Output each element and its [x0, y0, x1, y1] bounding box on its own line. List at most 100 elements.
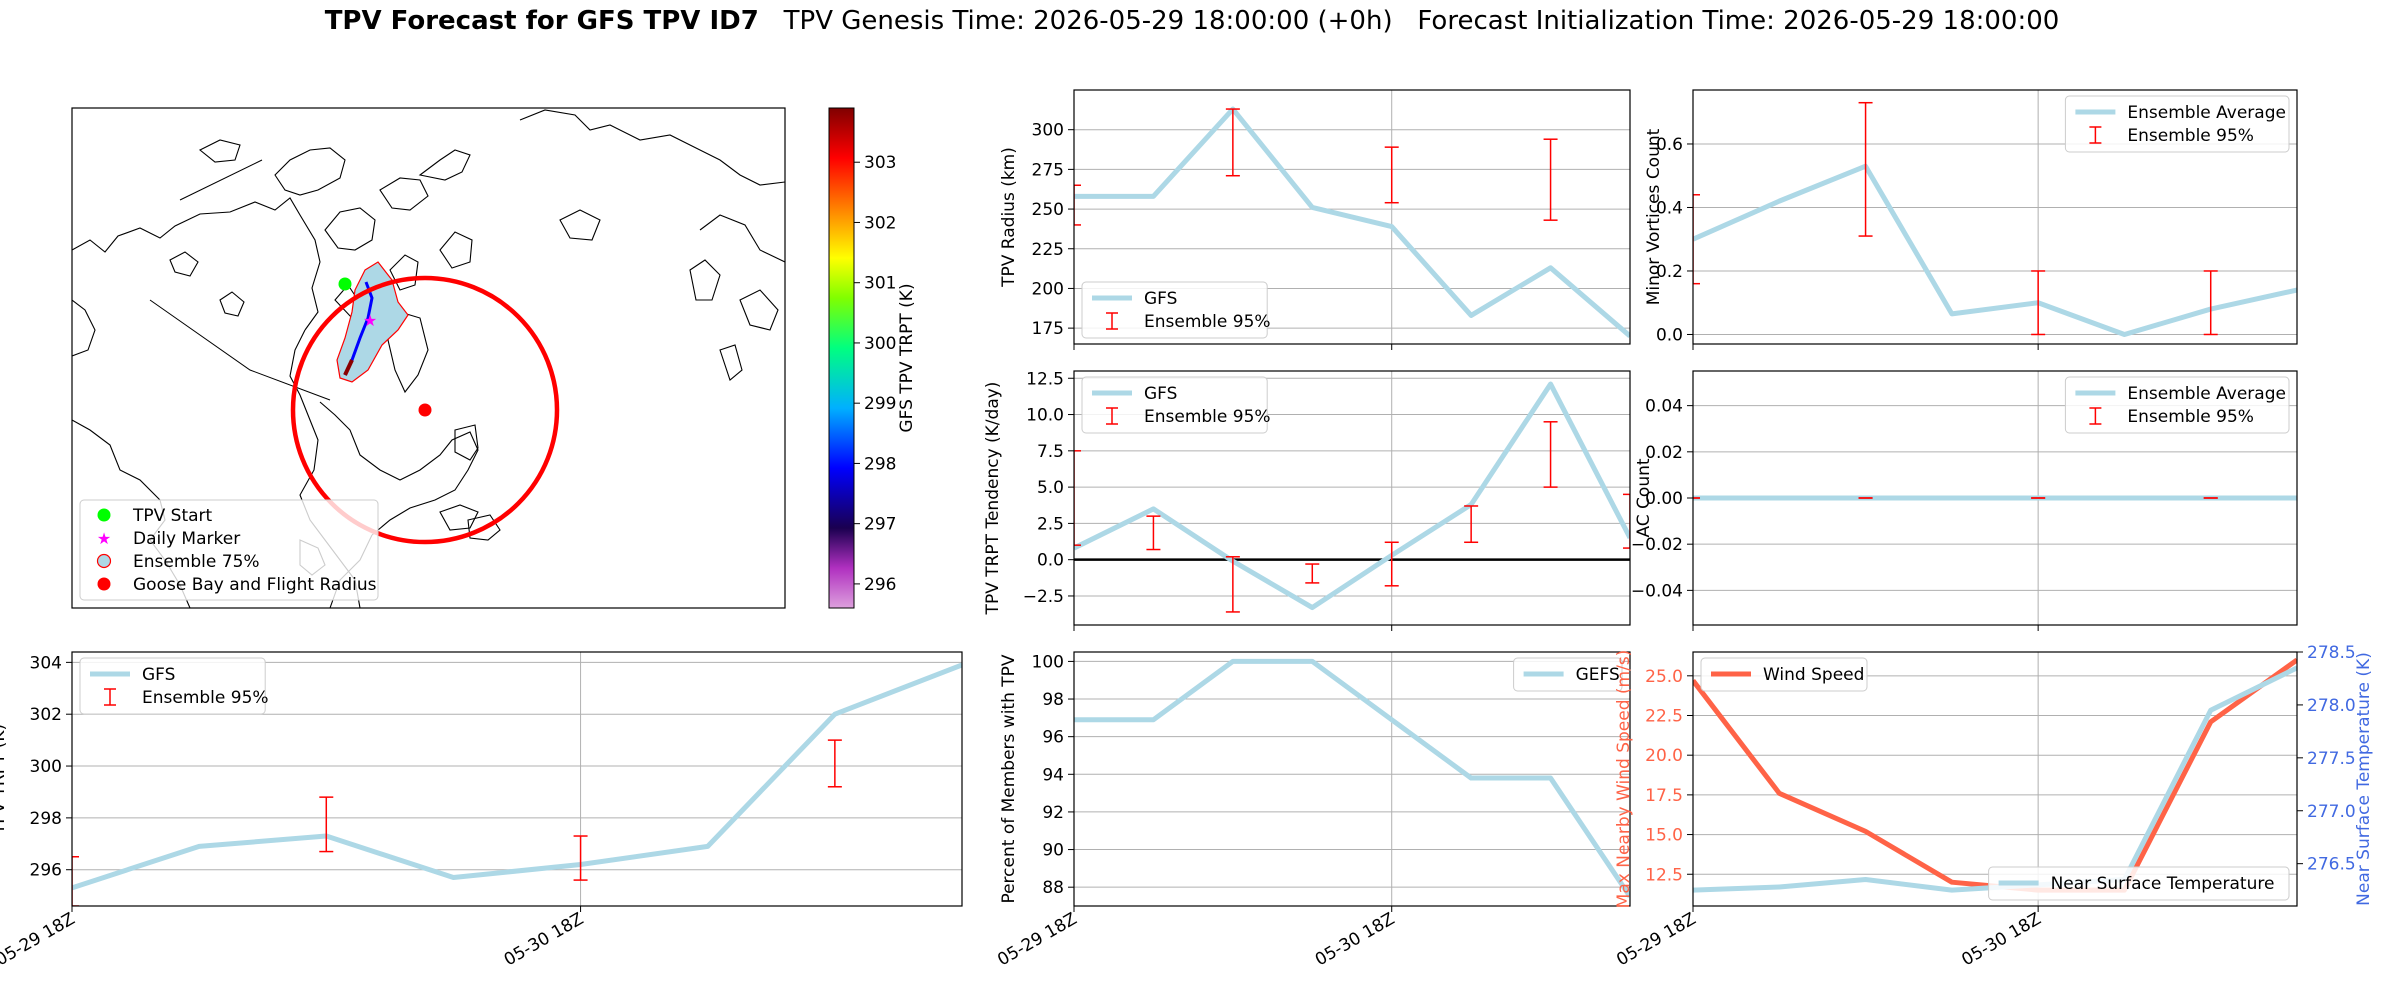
minor-ytick-label-1: 0.2 — [1656, 262, 1683, 282]
radius-legend-label-0: GFS — [1144, 289, 1177, 309]
genesis-time: TPV Genesis Time: 2026-05-29 18:00:00 (+… — [783, 6, 1393, 36]
wind_temp-series-1 — [1693, 665, 2297, 893]
wind_temp-ytick-label-0: 12.5 — [1645, 865, 1683, 885]
members-xtick-label-1: 05-30 18Z — [1312, 909, 1398, 970]
wind_temp-ytick-right-label-1: 277.0 — [2307, 802, 2356, 822]
members-legend-label-0: GEFS — [1576, 665, 1620, 685]
members-xtick-label-0: 05-29 18Z — [994, 909, 1080, 970]
wind_temp-ytick-right-label-2: 277.5 — [2307, 749, 2356, 769]
wind_temp-legend-b-label-0: Near Surface Temperature — [2051, 874, 2275, 894]
wind_temp-ytick-right-label-4: 278.5 — [2307, 643, 2356, 663]
coastline-17 — [72, 299, 96, 357]
wind_temp-ytick-label-4: 22.5 — [1645, 707, 1683, 727]
colorbar-label: GFS TPV TRPT (K) — [897, 283, 917, 432]
tendency-frame — [1073, 370, 1631, 626]
tendency-legend-label-0: GFS — [1144, 384, 1177, 404]
tendency-legend-label-1: Ensemble 95% — [1144, 407, 1271, 427]
tendency-ytick-label-1: 0.0 — [1037, 551, 1064, 571]
legend-goosebay-marker — [97, 577, 111, 591]
ac-ytick-label-3: 0.02 — [1645, 443, 1683, 463]
coastline-9 — [387, 311, 429, 394]
tendency-errorbar-3 — [1305, 563, 1320, 584]
coastline-12 — [418, 149, 471, 181]
minor-ylabel: Minor Vortices Count — [1644, 128, 1664, 305]
tendency-ytick-label-3: 5.0 — [1037, 478, 1064, 498]
coastline-23 — [719, 344, 743, 381]
trpt-errorbar-0 — [72, 856, 79, 906]
trpt-xtick-label-1: 05-30 18Z — [501, 909, 587, 970]
tendency-errorbar-1 — [1146, 515, 1161, 551]
colorbar-tick-label-1: 297 — [864, 515, 896, 535]
wind_temp-ytick-label-1: 15.0 — [1645, 826, 1683, 846]
members-ytick-label-3: 94 — [1042, 765, 1064, 785]
wind_temp-series-0 — [1693, 657, 2297, 893]
legend-daily-marker: ★ — [97, 529, 111, 548]
wind_temp-ytick-label-2: 17.5 — [1645, 786, 1683, 806]
trpt-ytick-label-3: 302 — [30, 705, 62, 725]
radius-ytick-label-2: 225 — [1032, 240, 1064, 260]
chart-radius: 175 200 225 250 275 300 TPV Radius (km) GFS Ense… — [999, 89, 1631, 350]
members-ylabel: Percent of Members with TPV — [999, 654, 1019, 903]
tendency-errorbar-4 — [1384, 541, 1399, 587]
minor-legend-label-1: Ensemble 95% — [2127, 126, 2254, 146]
coastline-5 — [379, 177, 429, 211]
ac-ytick-label-2: 0.00 — [1645, 489, 1683, 509]
wind_temp-ytick-right-label-3: 278.0 — [2307, 696, 2356, 716]
radius-errorbar-1 — [1225, 108, 1240, 177]
radius-legend: GFS Ensemble 95% — [1081, 281, 1271, 339]
radius-ytick-label-0: 175 — [1032, 319, 1064, 339]
tendency-ytick-label-5: 10.0 — [1026, 406, 1064, 426]
trpt-ytick-label-0: 296 — [30, 861, 62, 881]
figure-title: TPV Forecast for GFS TPV ID7 TPV Genesis… — [0, 6, 2384, 36]
minor-legend-label-0: Ensemble Average — [2127, 103, 2286, 123]
ac-legend-label-0: Ensemble Average — [2127, 384, 2286, 404]
daily-marker: ★ — [363, 311, 377, 330]
coastline-10 — [319, 401, 479, 536]
radius-legend-label-1: Ensemble 95% — [1144, 312, 1271, 332]
minor-frame — [1692, 89, 2298, 345]
radius-errorbar-0 — [1074, 184, 1081, 226]
trpt-ytick-label-2: 300 — [30, 757, 62, 777]
coastline-22 — [739, 289, 779, 331]
minor-ytick-label-0: 0.0 — [1656, 325, 1683, 345]
chart-trpt: 296 298 300 302 304 05-29 18Z 05-30 18Z TPV TRP… — [0, 651, 963, 970]
goose-bay-marker — [418, 403, 432, 417]
members-legend-box — [1513, 657, 1623, 692]
trpt-errorbar-3 — [827, 739, 842, 788]
ac-legend-box — [2064, 376, 2290, 434]
chart-ac: −0.04 −0.02 0.00 0.02 0.04 AC Count Ensemble A… — [1631, 370, 2298, 631]
init-time: Forecast Initialization Time: 2026-05-29… — [1417, 6, 2060, 36]
colorbar-tick-label-5: 301 — [864, 274, 896, 294]
ac-ylabel: AC Count — [1634, 458, 1654, 537]
colorbar-bar — [828, 107, 855, 609]
map-legend-box — [79, 499, 379, 601]
chart-wind_temp: 12.5 15.0 17.5 20.0 22.5 25.0 05-29 18Z 05-30 1… — [1613, 643, 2374, 970]
coastline-19 — [519, 109, 785, 186]
map-legend-label-2: Ensemble 75% — [133, 552, 260, 572]
members-ytick-label-6: 100 — [1032, 652, 1064, 672]
radius-frame — [1073, 89, 1631, 345]
ac-ytick-label-0: −0.04 — [1631, 581, 1683, 601]
radius-ytick-label-1: 200 — [1032, 279, 1064, 299]
trpt-legend: GFS Ensemble 95% — [79, 657, 269, 715]
trpt-ytick-label-1: 298 — [30, 809, 62, 829]
radius-ytick-label-4: 275 — [1032, 160, 1064, 180]
colorbar-tick-label-7: 303 — [864, 153, 896, 173]
colorbar-tick-label-4: 300 — [864, 334, 896, 354]
coastline-18 — [198, 139, 241, 163]
tendency-legend-handle-1 — [1106, 407, 1118, 425]
tendency-errorbar-6 — [1543, 421, 1558, 488]
coastline-3 — [274, 147, 346, 196]
wind_temp-ylabel-right: Near Surface Temperature (K) — [2354, 652, 2374, 906]
members-series-0 — [1074, 658, 1630, 898]
coastline-4 — [324, 207, 376, 251]
ac-frame — [1692, 370, 2298, 626]
radius-errorbar-3 — [1543, 138, 1558, 221]
colorbar-tick-label-2: 298 — [864, 454, 896, 474]
coastline-26 — [219, 291, 245, 317]
map-legend-label-0: TPV Start — [132, 506, 213, 526]
wind_temp-legend-b: Near Surface Temperature — [1988, 866, 2290, 901]
coastline-21 — [689, 259, 721, 301]
tendency-errorbar-7 — [1623, 493, 1630, 549]
